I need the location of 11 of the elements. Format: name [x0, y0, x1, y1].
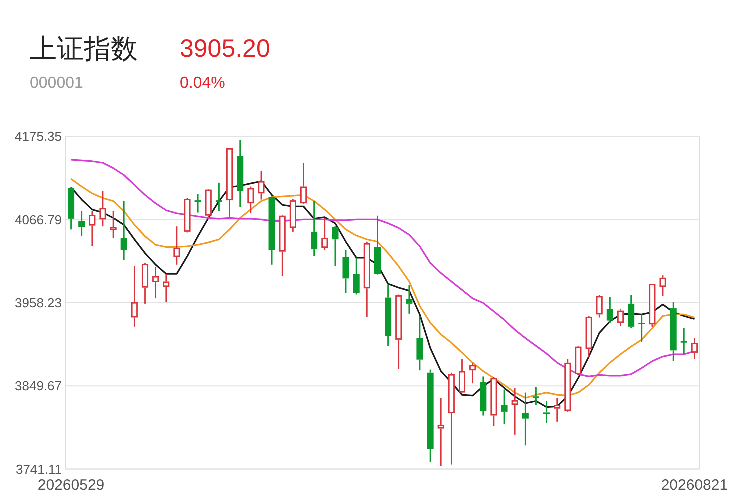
ytick: 4175.35	[15, 129, 62, 144]
ytick: 4066.79	[15, 212, 62, 228]
ytick: 3958.23	[15, 296, 62, 310]
annotation: 0.04%	[180, 75, 226, 92]
title: 上证指数	[30, 34, 138, 64]
ytick: 3849.67	[15, 378, 62, 394]
subtitle: 000001	[30, 75, 84, 92]
annotation: 3905.20	[180, 35, 270, 63]
ytick: 3741.11	[16, 462, 62, 477]
xtick: 20260529	[38, 477, 105, 494]
xtick: 20260821	[661, 477, 728, 494]
